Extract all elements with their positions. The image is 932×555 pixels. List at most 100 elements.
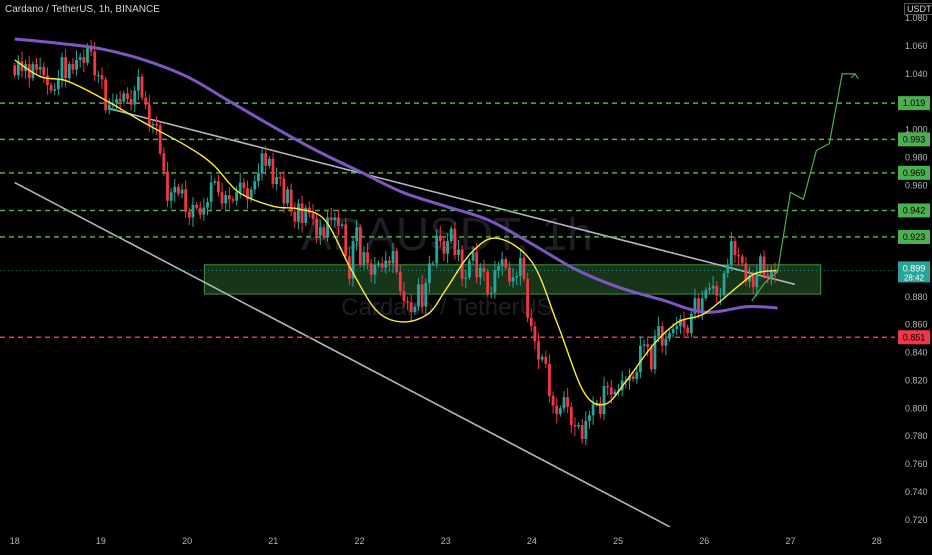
candle-body[interactable]	[489, 292, 493, 295]
candle-body[interactable]	[377, 263, 380, 265]
candle-body[interactable]	[704, 289, 708, 299]
candle-body[interactable]	[315, 218, 319, 236]
candle-body[interactable]	[13, 65, 17, 76]
candle-body[interactable]	[391, 250, 395, 264]
candle-body[interactable]	[504, 259, 508, 268]
candle-body[interactable]	[402, 291, 406, 302]
candle-body[interactable]	[679, 319, 682, 327]
candle-body[interactable]	[176, 186, 180, 194]
candle-body[interactable]	[697, 298, 700, 311]
candle-body[interactable]	[27, 64, 31, 79]
candle-body[interactable]	[588, 415, 591, 421]
candle-body[interactable]	[755, 273, 759, 288]
candle-body[interactable]	[540, 356, 544, 360]
candle-body[interactable]	[722, 273, 726, 296]
candle-body[interactable]	[20, 61, 24, 72]
candle-body[interactable]	[198, 207, 202, 215]
candle-body[interactable]	[628, 376, 631, 381]
candle-body[interactable]	[708, 288, 711, 290]
candle-body[interactable]	[453, 228, 457, 256]
candle-body[interactable]	[562, 397, 566, 409]
candle-body[interactable]	[762, 256, 766, 275]
candle-body[interactable]	[133, 90, 137, 105]
candle-body[interactable]	[657, 326, 660, 336]
candle-body[interactable]	[380, 263, 384, 268]
candle-body[interactable]	[96, 75, 100, 77]
candle-body[interactable]	[689, 313, 693, 334]
candle-body[interactable]	[104, 79, 108, 111]
candle-body[interactable]	[508, 267, 511, 282]
candle-body[interactable]	[100, 75, 104, 80]
candle-body[interactable]	[635, 372, 639, 380]
candle-body[interactable]	[71, 64, 75, 70]
candle-body[interactable]	[286, 189, 289, 204]
candle-body[interactable]	[744, 263, 748, 282]
candle-body[interactable]	[278, 177, 282, 179]
candle-body[interactable]	[675, 326, 679, 329]
candle-body[interactable]	[373, 264, 377, 275]
candle-body[interactable]	[246, 188, 249, 200]
candle-body[interactable]	[267, 158, 271, 166]
candle-body[interactable]	[551, 395, 555, 406]
candle-body[interactable]	[136, 76, 140, 91]
candle-body[interactable]	[500, 259, 504, 267]
candle-body[interactable]	[56, 79, 60, 90]
upper-trendline[interactable]	[109, 107, 796, 286]
candle-body[interactable]	[257, 172, 260, 182]
candle-body[interactable]	[60, 57, 64, 80]
candle-body[interactable]	[748, 275, 751, 282]
candle-body[interactable]	[631, 376, 635, 380]
candle-body[interactable]	[457, 249, 460, 256]
candle-body[interactable]	[184, 189, 188, 212]
candle-body[interactable]	[435, 235, 439, 264]
candle-body[interactable]	[646, 344, 650, 348]
candle-body[interactable]	[242, 182, 246, 189]
candle-body[interactable]	[671, 328, 675, 334]
candle-body[interactable]	[449, 228, 453, 242]
candle-body[interactable]	[16, 61, 20, 76]
candle-body[interactable]	[577, 425, 580, 427]
candle-body[interactable]	[569, 406, 573, 426]
candle-body[interactable]	[740, 256, 744, 264]
candle-body[interactable]	[464, 277, 468, 279]
candle-body[interactable]	[737, 255, 741, 257]
candle-body[interactable]	[235, 192, 239, 201]
candle-body[interactable]	[406, 301, 409, 303]
candle-body[interactable]	[613, 391, 617, 395]
candle-body[interactable]	[191, 204, 195, 218]
candle-body[interactable]	[668, 333, 671, 339]
candle-body[interactable]	[344, 224, 348, 257]
candle-body[interactable]	[398, 271, 402, 292]
candle-body[interactable]	[558, 408, 562, 414]
candle-body[interactable]	[595, 402, 599, 405]
candle-body[interactable]	[282, 178, 286, 204]
candle-body[interactable]	[395, 250, 399, 272]
candle-body[interactable]	[42, 66, 46, 76]
candle-body[interactable]	[202, 207, 206, 215]
candle-body[interactable]	[231, 199, 235, 201]
candle-body[interactable]	[573, 425, 577, 427]
candle-body[interactable]	[293, 211, 297, 222]
candle-body[interactable]	[413, 306, 417, 313]
candle-body[interactable]	[424, 282, 428, 307]
candle-body[interactable]	[340, 224, 344, 226]
candle-body[interactable]	[151, 124, 155, 126]
candle-body[interactable]	[300, 203, 304, 223]
candle-body[interactable]	[322, 227, 326, 237]
candle-body[interactable]	[580, 425, 584, 440]
candle-body[interactable]	[700, 298, 704, 311]
candle-body[interactable]	[711, 285, 715, 289]
candle-body[interactable]	[555, 405, 559, 414]
candle-body[interactable]	[275, 177, 279, 184]
candle-body[interactable]	[428, 263, 431, 283]
candle-body[interactable]	[206, 202, 209, 208]
candle-body[interactable]	[220, 192, 224, 204]
candle-body[interactable]	[224, 195, 228, 204]
candle-body[interactable]	[486, 271, 490, 295]
candle-body[interactable]	[162, 153, 166, 172]
candle-body[interactable]	[759, 256, 762, 274]
candle-body[interactable]	[598, 402, 602, 414]
candle-body[interactable]	[311, 213, 315, 219]
candle-body[interactable]	[548, 363, 551, 396]
